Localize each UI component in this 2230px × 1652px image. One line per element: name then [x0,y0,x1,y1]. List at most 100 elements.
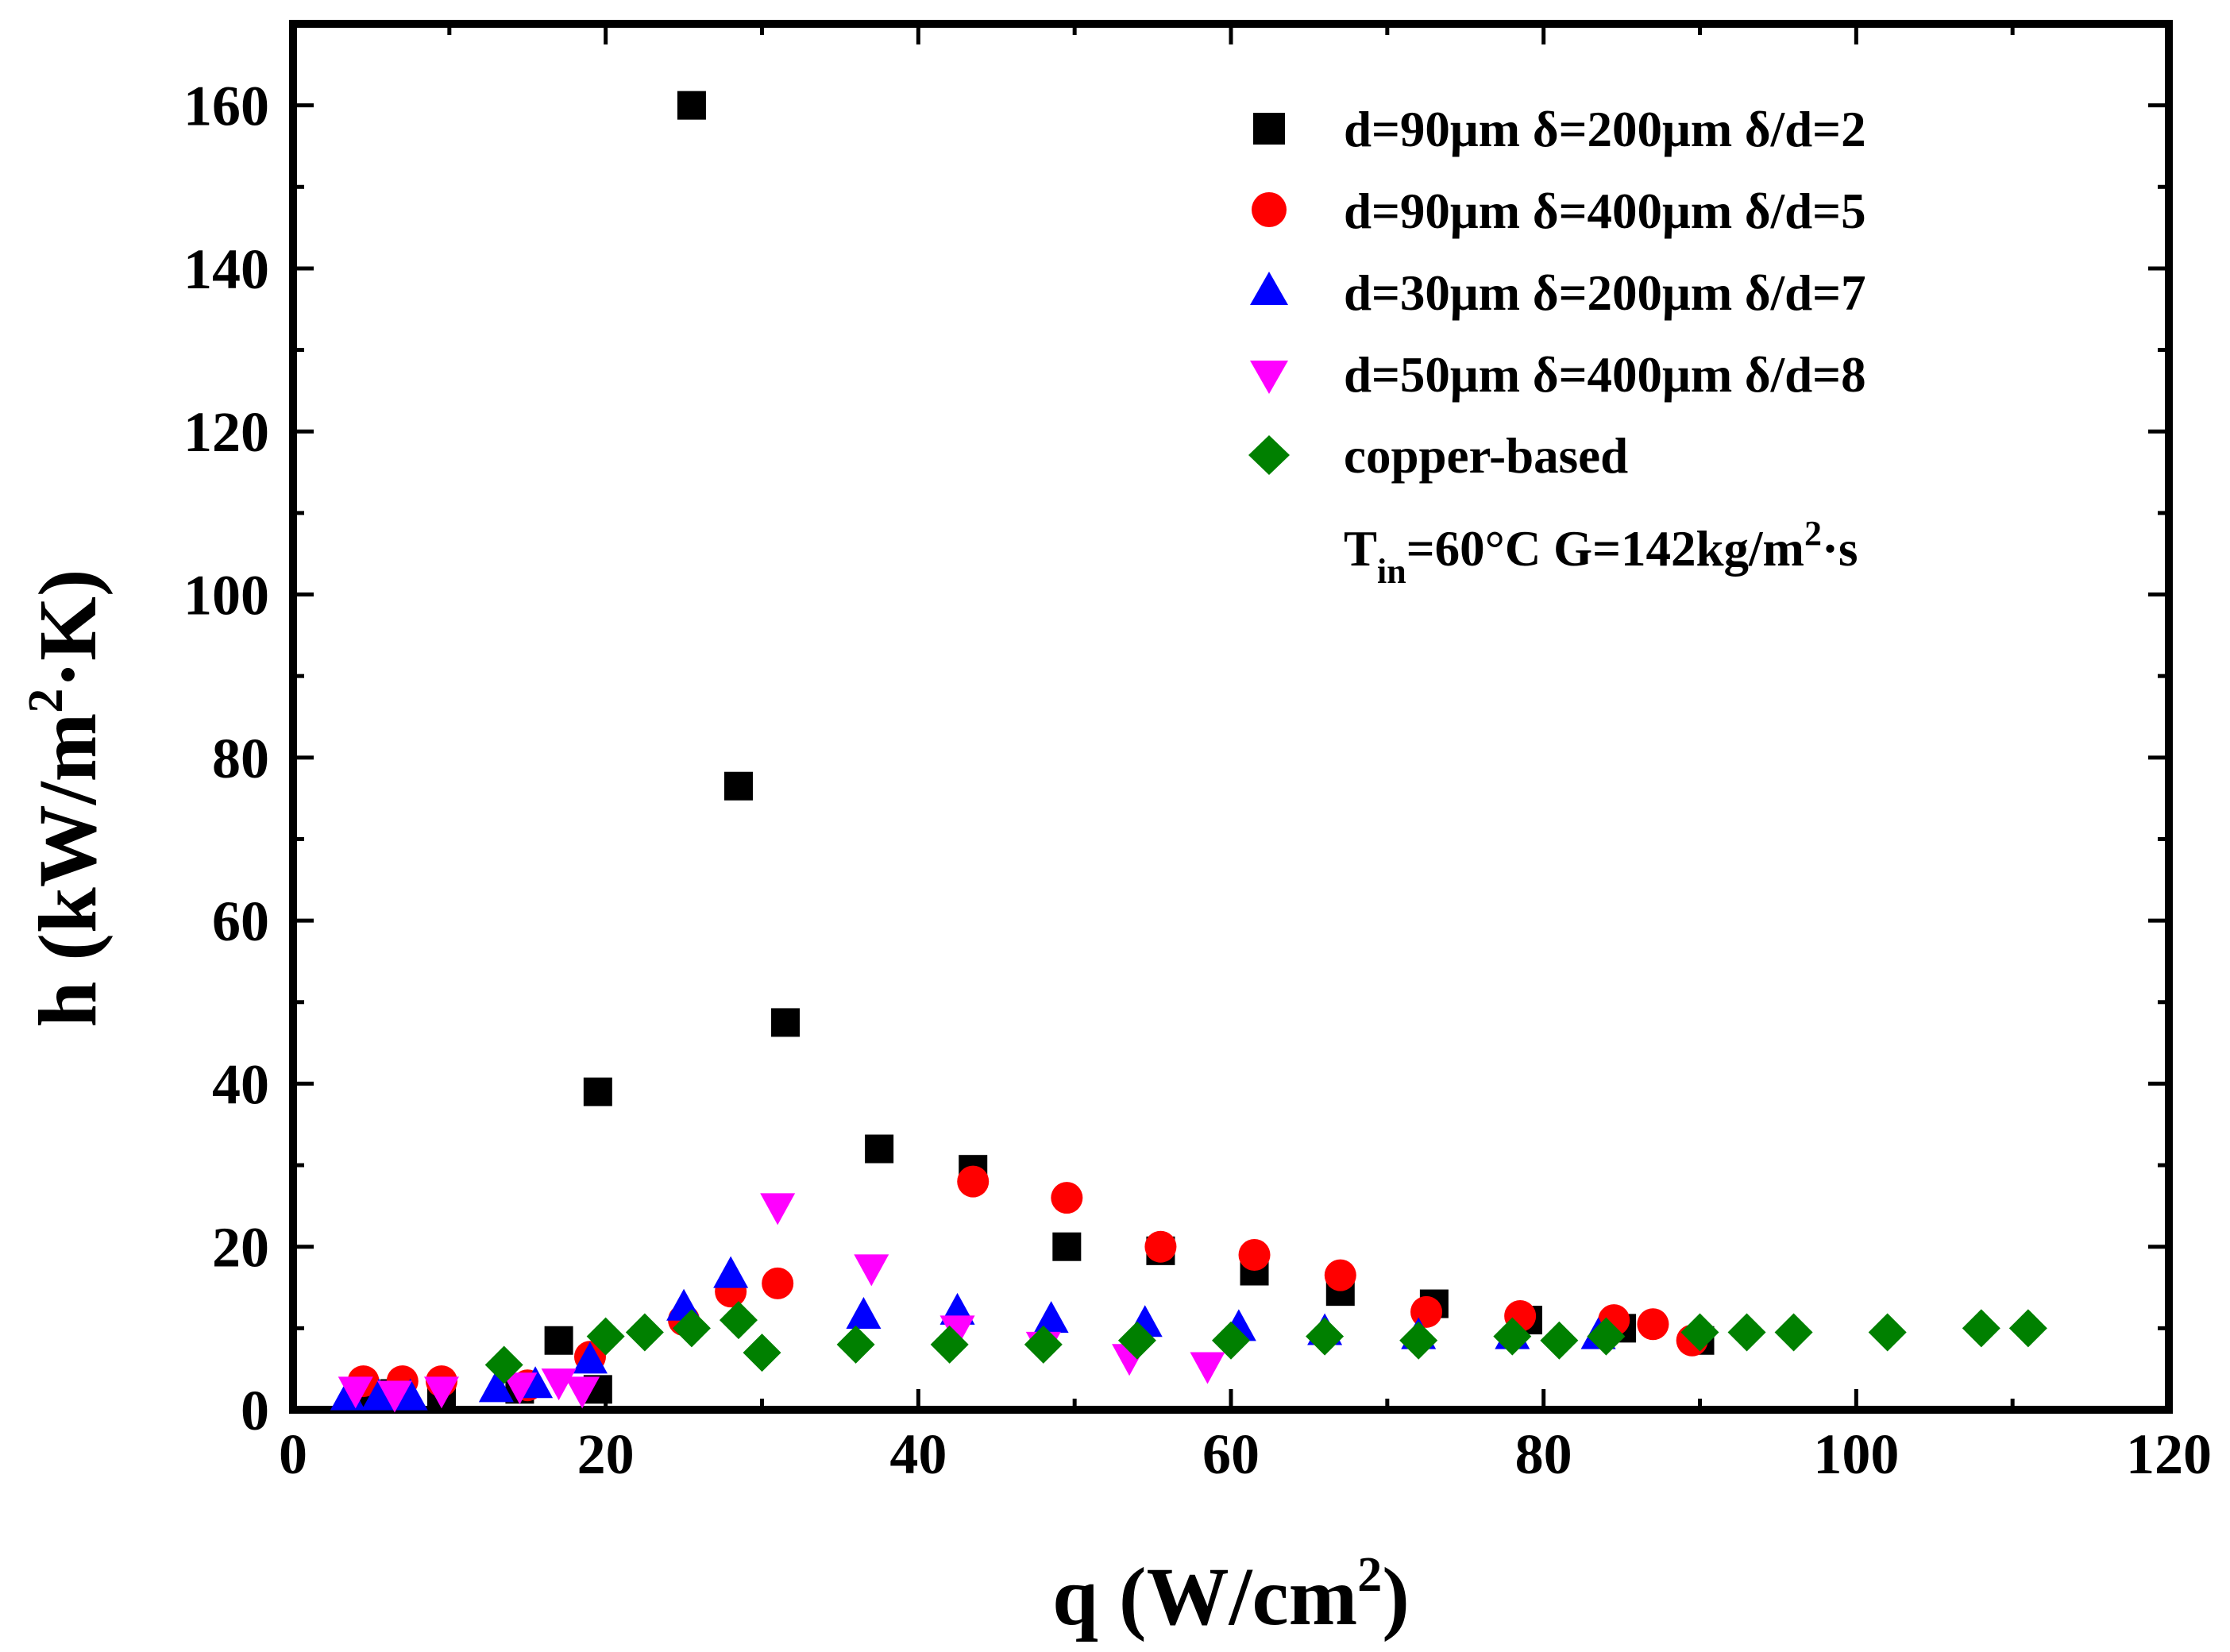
data-point [338,1376,373,1409]
legend-marker-triangle-up [1250,272,1288,305]
x-tick-label: 20 [577,1422,635,1486]
data-point [957,1165,990,1198]
x-tick-label: 120 [2126,1422,2212,1486]
x-tick-label: 60 [1202,1422,1260,1486]
data-point [836,1325,875,1364]
data-point [1680,1313,1719,1352]
data-point [1117,1321,1156,1360]
data-point [376,1380,412,1413]
data-point [544,1326,573,1355]
data-point [361,1378,397,1411]
data-point [723,771,753,801]
data-point [1540,1321,1579,1360]
data-point [1306,1317,1345,1356]
x-axis-title-main: q (W/cm [1052,1551,1357,1642]
y-axis-title-sup: 2 [19,689,73,713]
y-tick-label: 100 [183,564,269,627]
data-point [1962,1309,2000,1348]
conditions-g-sup: 2 [1804,514,1822,553]
data-point [719,1301,758,1340]
data-point [478,1370,514,1403]
data-point [2008,1309,2047,1348]
y-tick-label: 40 [212,1052,269,1116]
data-point [930,1325,969,1364]
x-tick-label: 80 [1515,1422,1572,1486]
data-point [1051,1182,1083,1214]
y-axis-title: h (kW/m2·K) [19,569,114,1027]
conditions-annotation: Tin=60°C G=142kg/m2·s [1344,514,1858,591]
data-point [865,1134,894,1164]
data-point [625,1313,664,1352]
legend-marker-square [1253,113,1285,145]
conditions-t-sub: in [1377,552,1406,591]
x-axis-title-end: ) [1382,1551,1410,1642]
legend: d=90μm δ=200μm δ/d=2 d=90μm δ=400μm δ/d=… [1248,102,1866,484]
data-point [502,1372,538,1405]
legend-marker-diamond [1248,435,1290,475]
data-point [392,1378,428,1411]
data-point [760,1193,796,1225]
data-point [572,1341,608,1374]
data-point [1587,1317,1626,1356]
data-point [677,91,706,120]
data-points [330,91,2047,1413]
data-point [1190,1352,1225,1384]
x-axis-title-sup: 2 [1357,1548,1382,1602]
y-tick-labels: 0 20 40 60 80 100 120 140 160 [183,75,269,1442]
data-point [586,1317,625,1356]
x-tick-label: 0 [279,1422,307,1486]
data-point [672,1309,711,1348]
data-point [1324,1259,1356,1291]
data-point [939,1315,975,1348]
data-point [771,1008,801,1037]
data-point [846,1296,882,1329]
data-point [1144,1230,1177,1263]
data-point [762,1267,794,1299]
y-axis-title-main: h (kW/m [22,713,114,1028]
y-tick-label: 120 [183,400,269,464]
y-tick-label: 140 [183,237,269,301]
data-point [484,1345,523,1384]
data-point [713,1256,749,1288]
data-point [743,1334,781,1372]
legend-label-series-5: copper-based [1344,428,1628,484]
data-point [565,1376,600,1409]
legend-marker-circle [1252,192,1287,227]
x-axis-title: q (W/cm2) [1052,1548,1410,1642]
legend-label-series-2: d=90μm δ=400μm δ/d=5 [1344,183,1866,239]
data-point [1774,1313,1813,1352]
y-tick-label: 20 [212,1216,269,1280]
data-point [1493,1317,1532,1356]
conditions-g-rest: ·s [1822,521,1858,577]
y-tick-label: 80 [212,727,269,790]
legend-label-series-3: d=30μm δ=200μm δ/d=7 [1344,265,1866,321]
data-point [583,1077,612,1106]
series-4 [338,1193,1225,1413]
conditions-rest: =60°C G=142kg/m [1406,521,1804,577]
conditions-t: T [1344,521,1377,577]
data-point [854,1254,889,1287]
y-tick-label: 60 [212,890,269,953]
data-point [1024,1325,1063,1364]
y-axis-title-end: ·K) [22,569,114,688]
series-5 [484,1301,2047,1384]
x-tick-labels: 0 20 40 60 80 100 120 [279,1422,2212,1486]
x-tick-label: 100 [1813,1422,1899,1486]
x-tick-label: 40 [889,1422,947,1486]
data-point [1052,1232,1082,1261]
axis-ticks [291,21,2171,1412]
legend-label-series-1: d=90μm δ=200μm δ/d=2 [1344,102,1866,157]
legend-marker-triangle-down [1250,361,1288,394]
data-point [1399,1321,1438,1360]
data-point [1868,1313,1907,1352]
data-point [1033,1301,1069,1334]
data-point [1637,1308,1669,1341]
data-point [541,1368,577,1401]
legend-label-series-4: d=50μm δ=400μm δ/d=8 [1344,347,1866,403]
data-point [1212,1321,1250,1360]
data-point [1238,1238,1271,1271]
y-tick-label: 0 [241,1379,269,1442]
data-point [1727,1313,1766,1352]
data-point [1410,1295,1443,1328]
